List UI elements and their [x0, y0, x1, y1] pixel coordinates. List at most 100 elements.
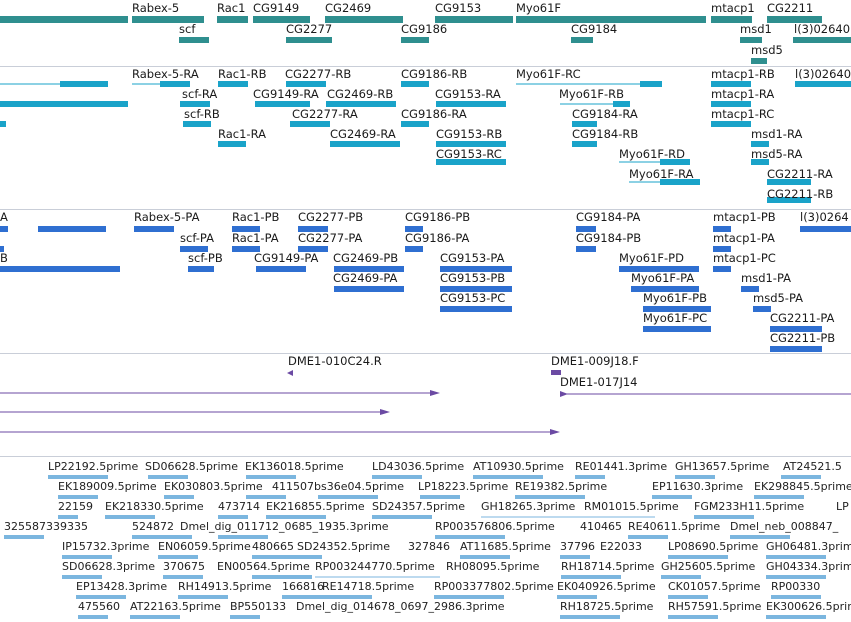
protein-label: CG9153-PC [440, 291, 506, 305]
gene-label: CG9149 [253, 1, 300, 15]
gene-bar[interactable] [253, 16, 310, 23]
protein-label: Myo61F-PD [619, 251, 684, 265]
protein-label: mtacp1-PA [713, 231, 775, 245]
clone-glyphs [0, 370, 851, 435]
protein-label: msd1-PA [741, 271, 792, 285]
transcript-glyphs [0, 81, 851, 203]
est-label: EK030803.5prime [164, 480, 263, 493]
transcript-label: CG2469-RA [330, 127, 396, 141]
est-label: Dmel_dig_014678_0697_2986.3prime [296, 600, 505, 613]
gene-bar[interactable] [179, 37, 209, 43]
est-label: AT11685.5prime [460, 540, 551, 553]
est-label: E22033 [600, 540, 642, 553]
gene-bar[interactable] [132, 16, 204, 23]
est-label: FGM233H11.5prime [694, 500, 805, 513]
transcript-label: Myo61F-RB [559, 87, 625, 101]
est-label: RE14718.5prime [322, 580, 415, 593]
est-label: EN06059.5prime [158, 540, 251, 553]
gene-bar[interactable] [325, 16, 403, 23]
est-label: 339335 [46, 520, 88, 533]
est-label: RP003377802.5prime [434, 580, 554, 593]
protein-label: Myo61F-PA [631, 271, 695, 285]
est-label: EP11630.3prime [652, 480, 744, 493]
est-label: LP08690.5prime [668, 540, 759, 553]
gene-label: Myo61F [516, 1, 562, 15]
clone-label: DME1-010C24.R [288, 354, 382, 368]
gene-bar[interactable] [711, 16, 752, 23]
gene-label: msd5 [751, 43, 783, 57]
gene-bar[interactable] [435, 16, 513, 23]
est-label: EK189009.5prime [58, 480, 157, 493]
gene-bar[interactable] [767, 16, 822, 23]
protein-label: CG2469-PA [333, 271, 398, 285]
protein-label: CG9153-PA [440, 251, 505, 265]
est-label: GH04334.3prime [766, 560, 851, 573]
protein-label: CG9149-PA [254, 251, 319, 265]
est-label: EK216855.5prime [266, 500, 365, 513]
est-label: 325587 [4, 520, 46, 533]
gene-label: CG2277 [286, 22, 333, 36]
transcript-label: msd5-RA [751, 147, 803, 161]
est-label: BP550133 [230, 600, 287, 613]
est-label: RE19382.5prime [515, 480, 608, 493]
transcript-label: CG9153-RC [436, 147, 502, 161]
est-label: GH06481.3prime [766, 540, 851, 553]
protein-label: mtacp1-PB [713, 210, 776, 224]
est-label: 480665 [252, 540, 294, 553]
est-label: LP18223.5prime [418, 480, 509, 493]
transcript-label: mtacp1-RA [711, 87, 775, 101]
est-label: EK298845.5prime [754, 480, 851, 493]
est-label: 22159 [58, 500, 93, 513]
clone-label: DME1-009J18.F [551, 354, 639, 368]
est-label: 475560 [78, 600, 120, 613]
gene-bar[interactable] [740, 37, 762, 43]
protein-label: CG2211-PA [770, 311, 835, 325]
gene-label: l(3)02640 [794, 22, 851, 36]
est-label: IP15732.3prime [62, 540, 150, 553]
est-label: 37796 [560, 540, 595, 553]
gene-bar[interactable] [516, 16, 706, 23]
protein-label: l(3)0264 [800, 210, 849, 224]
est-label: Dmel_neb_008847_ [730, 520, 839, 533]
proteins-track: A Rabex-5-PA Rac1-PB CG2277-PB CG9186-PB… [0, 210, 851, 353]
est-label: RH14913.5prime [178, 580, 272, 593]
track-separator [0, 209, 851, 210]
transcript-label: CG9184-RA [572, 107, 638, 121]
transcript-label: CG9186-RB [401, 67, 468, 81]
protein-label: Rac1-PB [232, 210, 280, 224]
est-label: 410465 [580, 520, 622, 533]
gene-bar[interactable] [286, 37, 332, 43]
gene-bar[interactable] [793, 37, 851, 43]
transcript-label: mtacp1-RB [711, 67, 775, 81]
transcript-label: CG9149-RA [253, 87, 319, 101]
track-separator [0, 66, 851, 67]
gene-bar[interactable] [571, 37, 593, 43]
est-label: LP22192.5prime [48, 460, 139, 473]
est-label: SD24352.5prime [297, 540, 390, 553]
gene-label: scf [179, 22, 196, 36]
gene-bar[interactable] [401, 37, 429, 43]
transcript-label: scf-RB [184, 107, 220, 121]
est-label: EK136018.5prime [245, 460, 344, 473]
est-label: RM01015.5prime [584, 500, 679, 513]
ests-track: LP22192.5prime SD06628.5prime EK136018.5… [0, 457, 851, 622]
est-label: GH25605.5prime [661, 560, 756, 573]
clone-label: DME1-017J14 [560, 375, 638, 389]
gene-label: CG9184 [571, 22, 618, 36]
gene-bar[interactable] [751, 58, 767, 64]
protein-label: CG9153-PB [440, 271, 506, 285]
est-label: EK218330.5prime [105, 500, 204, 513]
est-label: RH18725.5prime [560, 600, 654, 613]
gene-bar[interactable] [0, 16, 128, 23]
est-label: GH18265.3prime [481, 500, 576, 513]
transcript-label: CG9153-RA [435, 87, 501, 101]
transcript-label: msd1-RA [751, 127, 803, 141]
transcript-label: mtacp1-RC [711, 107, 775, 121]
gene-bar[interactable] [217, 16, 248, 23]
est-label: LP [836, 500, 849, 513]
protein-label: CG9184-PB [576, 231, 642, 245]
est-label: AT10930.5prime [473, 460, 564, 473]
est-label: 327846 [408, 540, 450, 553]
est-label: 411507bs36e04.5prime [272, 480, 405, 493]
protein-label: scf-PB [188, 251, 223, 265]
